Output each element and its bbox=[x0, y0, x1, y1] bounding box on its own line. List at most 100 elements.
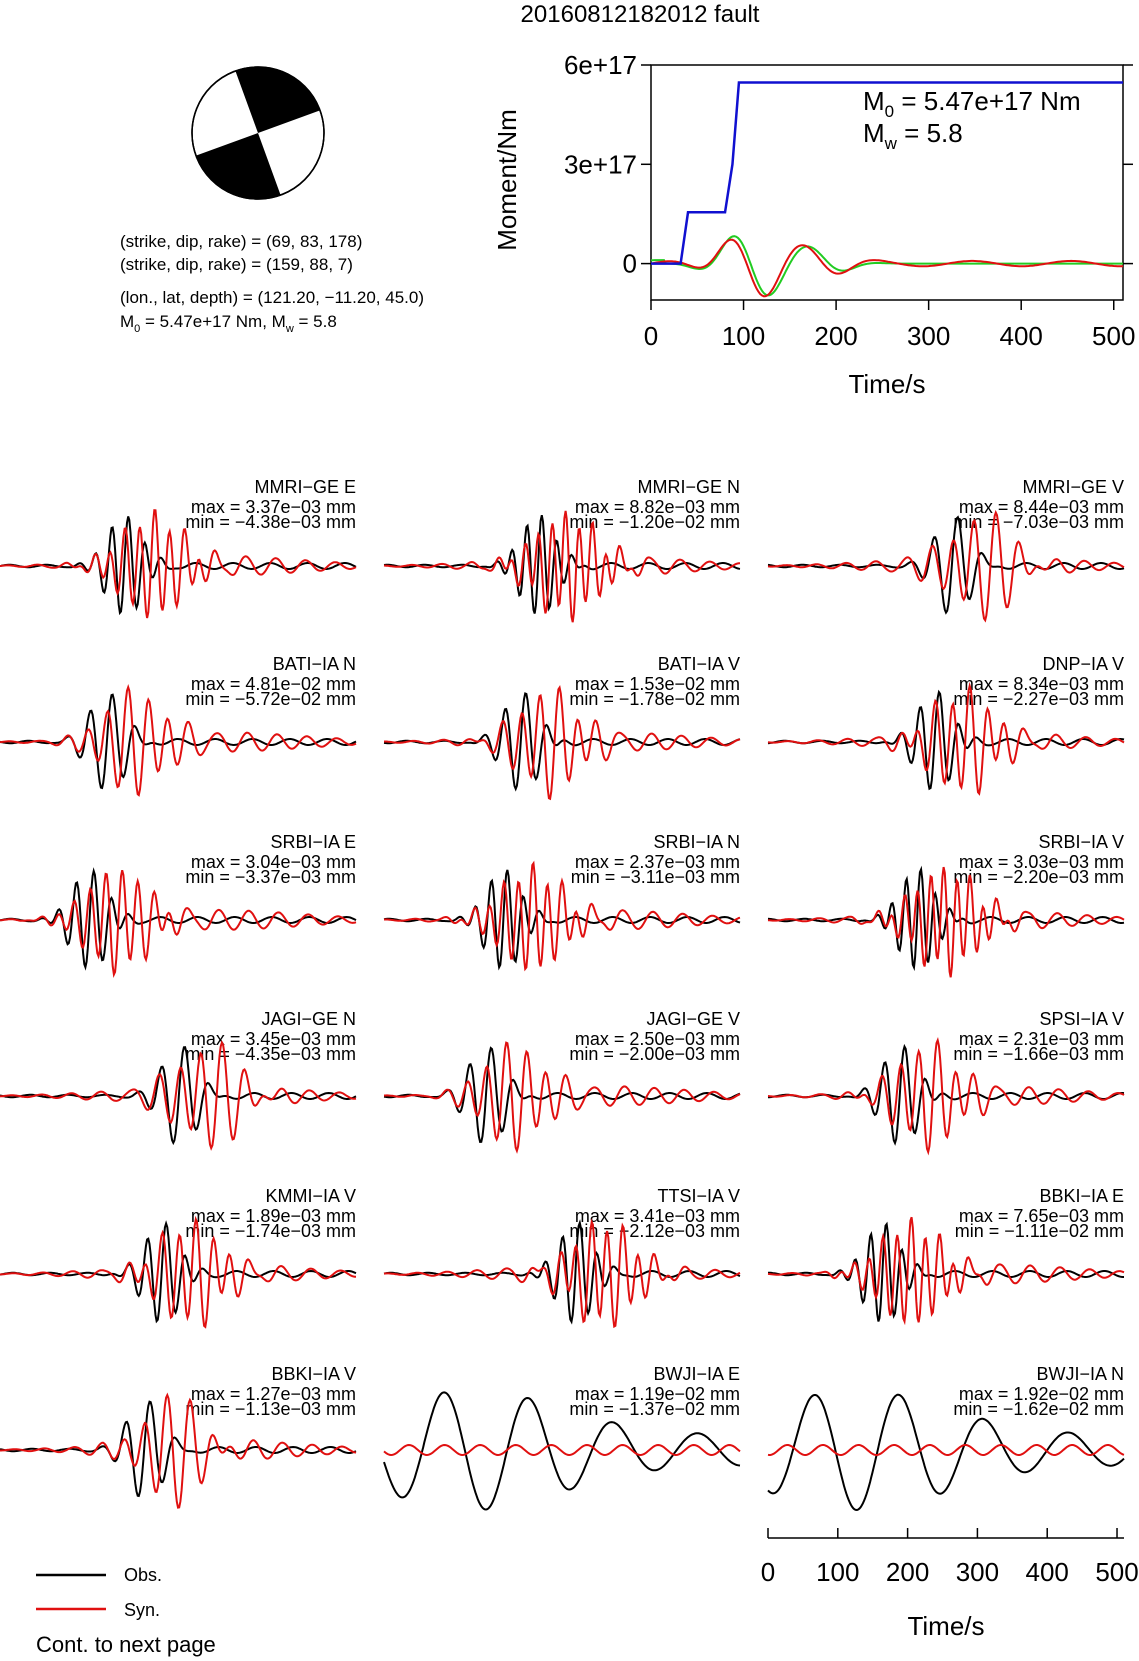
synthetic-trace bbox=[767, 1444, 1125, 1456]
moment-m0-label: M0 = 5.47e+17 Nm bbox=[863, 86, 1081, 121]
legend: Obs. Syn. bbox=[36, 1565, 162, 1620]
station-max: max = 3.03e−03 mm bbox=[959, 852, 1124, 872]
synthetic-trace bbox=[383, 1443, 741, 1457]
station-min: min = −3.37e−03 mm bbox=[185, 867, 356, 887]
moment-cumulative-line bbox=[651, 81, 1123, 265]
beachball-compression-quadrant bbox=[235, 67, 321, 133]
synthetic-trace bbox=[383, 510, 740, 623]
station-name: JAGI−GE N bbox=[261, 1009, 356, 1029]
synthetic-trace bbox=[0, 683, 357, 797]
moment-xtick-label: 300 bbox=[907, 321, 950, 351]
synthetic-trace bbox=[0, 869, 357, 978]
station-max: max = 3.41e−03 mm bbox=[575, 1206, 740, 1226]
synthetic-trace bbox=[767, 1037, 1125, 1156]
synthetic-trace bbox=[0, 509, 357, 619]
moment-xtick-label: 200 bbox=[814, 321, 857, 351]
observed-trace bbox=[383, 869, 741, 971]
moment-xtick-label: 500 bbox=[1092, 321, 1135, 351]
station-max: max = 1.27e−03 mm bbox=[191, 1384, 356, 1404]
waveform-xtick-label: 0 bbox=[761, 1557, 775, 1587]
station-min: min = −1.11e−02 mm bbox=[955, 1221, 1124, 1241]
station-name: BATI−IA V bbox=[658, 654, 740, 674]
station-name: MMRI−GE N bbox=[637, 477, 740, 497]
legend-syn-label: Syn. bbox=[124, 1600, 160, 1620]
moment-panel: 6e+17 3e+17 0 0 100 200 300 400 500 bbox=[564, 50, 1135, 351]
synthetic-trace bbox=[0, 1040, 357, 1151]
continuation-note: Cont. to next page bbox=[36, 1632, 216, 1657]
moment-ytick-label: 0 bbox=[623, 249, 637, 279]
station-max: max = 1.19e−02 mm bbox=[575, 1384, 740, 1404]
station-name: JAGI−GE V bbox=[646, 1009, 740, 1029]
synthetic-trace bbox=[767, 681, 1125, 796]
mechanism-nodal-plane-1: (strike, dip, rake) = (69, 83, 178) bbox=[120, 232, 362, 251]
focal-mechanism-beachball bbox=[191, 66, 325, 200]
moment-rate-green-line bbox=[651, 235, 1123, 297]
station-max: max = 7.65e−03 mm bbox=[959, 1206, 1124, 1226]
station-name: MMRI−GE E bbox=[254, 477, 356, 497]
station-max: max = 8.82e−03 mm bbox=[575, 497, 740, 517]
mechanism-nodal-plane-2: (strike, dip, rake) = (159, 88, 7) bbox=[120, 255, 353, 274]
synthetic-trace bbox=[384, 1041, 741, 1154]
station-name: KMMI−IA V bbox=[265, 1186, 356, 1206]
waveform-time-axis: 0 100 200 300 400 500 bbox=[761, 1528, 1139, 1587]
station-name: SRBI−IA N bbox=[653, 832, 740, 852]
station-name: TTSI−IA V bbox=[657, 1186, 740, 1206]
station-max: max = 8.44e−03 mm bbox=[959, 497, 1124, 517]
moment-plot-frame bbox=[650, 64, 1124, 301]
moment-mw-label: Mw = 5.8 bbox=[863, 118, 963, 153]
mechanism-moment-magnitude: M0 = 5.47e+17 Nm, Mw = 5.8 bbox=[120, 312, 337, 335]
waveform-xtick-label: 500 bbox=[1095, 1557, 1138, 1587]
station-name: SRBI−IA V bbox=[1038, 832, 1124, 852]
observed-trace bbox=[0, 867, 357, 971]
figure-title: 20160812182012 fault bbox=[521, 1, 760, 28]
waveform-xtick-label: 400 bbox=[1026, 1557, 1069, 1587]
station-max: max = 2.37e−03 mm bbox=[575, 852, 740, 872]
synthetic-trace bbox=[0, 1215, 356, 1329]
synthetic-trace bbox=[767, 509, 1125, 623]
synthetic-trace bbox=[767, 1216, 1125, 1326]
moment-xlabel: Time/s bbox=[848, 369, 925, 399]
station-max: max = 2.50e−03 mm bbox=[575, 1029, 740, 1049]
station-min: min = −1.78e−02 mm bbox=[569, 689, 740, 709]
moment-xtick-label: 400 bbox=[1000, 321, 1043, 351]
beachball-compression-quadrant bbox=[195, 133, 281, 199]
station-max: max = 1.92e−02 mm bbox=[959, 1384, 1124, 1404]
station-min: min = −1.74e−03 mm bbox=[185, 1221, 356, 1241]
station-min: min = −1.13e−03 mm bbox=[185, 1399, 356, 1419]
station-min: min = −2.20e−03 mm bbox=[953, 867, 1124, 887]
station-name: DNP−IA V bbox=[1042, 654, 1124, 674]
observed-trace bbox=[0, 1220, 357, 1324]
waveform-xtick-label: 200 bbox=[886, 1557, 929, 1587]
moment-rate-red-line bbox=[650, 238, 1123, 298]
station-min: min = −1.62e−02 mm bbox=[953, 1399, 1124, 1419]
station-max: max = 3.45e−03 mm bbox=[191, 1029, 356, 1049]
observed-trace bbox=[0, 1400, 357, 1498]
observed-trace bbox=[767, 1393, 1125, 1512]
synthetic-trace bbox=[384, 685, 741, 801]
observed-trace bbox=[0, 693, 357, 790]
station-max: max = 4.81e−02 mm bbox=[191, 674, 356, 694]
synthetic-trace bbox=[767, 866, 1125, 978]
waveform-xtick-label: 300 bbox=[956, 1557, 999, 1587]
observed-trace bbox=[383, 1219, 741, 1325]
station-min: min = −3.11e−03 mm bbox=[571, 867, 740, 887]
moment-xtick-label: 0 bbox=[644, 321, 658, 351]
waveform-xlabel: Time/s bbox=[907, 1611, 984, 1641]
station-name: BATI−IA N bbox=[273, 654, 356, 674]
station-max: max = 3.37e−03 mm bbox=[191, 497, 356, 517]
station-name: MMRI−GE V bbox=[1022, 477, 1124, 497]
moment-xtick-label: 100 bbox=[722, 321, 765, 351]
station-min: min = −4.35e−03 mm bbox=[185, 1044, 356, 1064]
